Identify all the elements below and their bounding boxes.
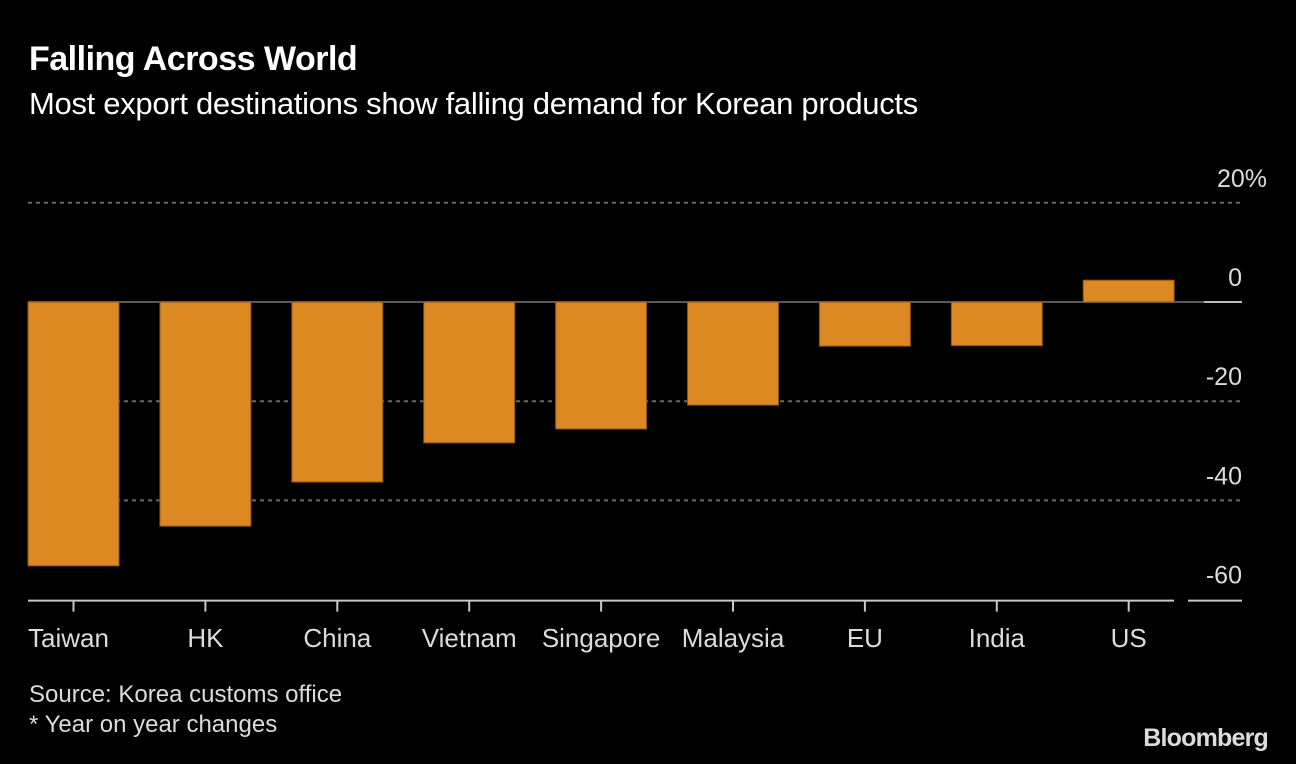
chart-footer: Source: Korea customs office * Year on y… <box>29 680 342 740</box>
y-tick-label: -60 <box>1206 562 1242 590</box>
bar-hk <box>159 301 252 527</box>
x-tick-label: India <box>969 623 1026 653</box>
chart-subtitle: Most export destinations show falling de… <box>29 86 918 121</box>
bloomberg-logo: Bloomberg <box>1143 724 1269 752</box>
x-tick-label: Malaysia <box>682 623 785 653</box>
bar-eu <box>818 301 911 347</box>
y-tick-label: 0 <box>1228 264 1242 292</box>
chart-title: Falling Across World <box>29 40 358 78</box>
x-tick-label: HK <box>187 623 224 653</box>
bar-india <box>950 301 1043 347</box>
source-note: Source: Korea customs office <box>29 681 343 708</box>
x-tick-label: EU <box>847 623 883 653</box>
bar-vietnam <box>423 301 516 444</box>
footnote: * Year on year changes <box>29 711 278 738</box>
bar-malaysia <box>687 301 779 406</box>
x-tick-label: Singapore <box>542 623 661 653</box>
y-tick-label: -40 <box>1206 462 1242 490</box>
y-tick-label: -20 <box>1206 363 1242 391</box>
bar-singapore <box>555 301 648 430</box>
x-tick-label: Taiwan <box>28 623 109 653</box>
bar-china <box>291 301 384 483</box>
x-tick-label: China <box>303 623 371 653</box>
y-axis: 20% 0 -20 -40 -60 <box>1206 165 1267 590</box>
bars <box>27 279 1175 567</box>
x-tick-label: US <box>1111 623 1147 653</box>
bar-taiwan <box>27 301 120 567</box>
y-tick-label: 20% <box>1217 165 1267 193</box>
bar-us <box>1082 279 1175 303</box>
x-axis: Taiwan HK China Vietnam Singapore Malaysia EU I… <box>28 599 1242 653</box>
x-tick-label: Vietnam <box>422 623 517 653</box>
